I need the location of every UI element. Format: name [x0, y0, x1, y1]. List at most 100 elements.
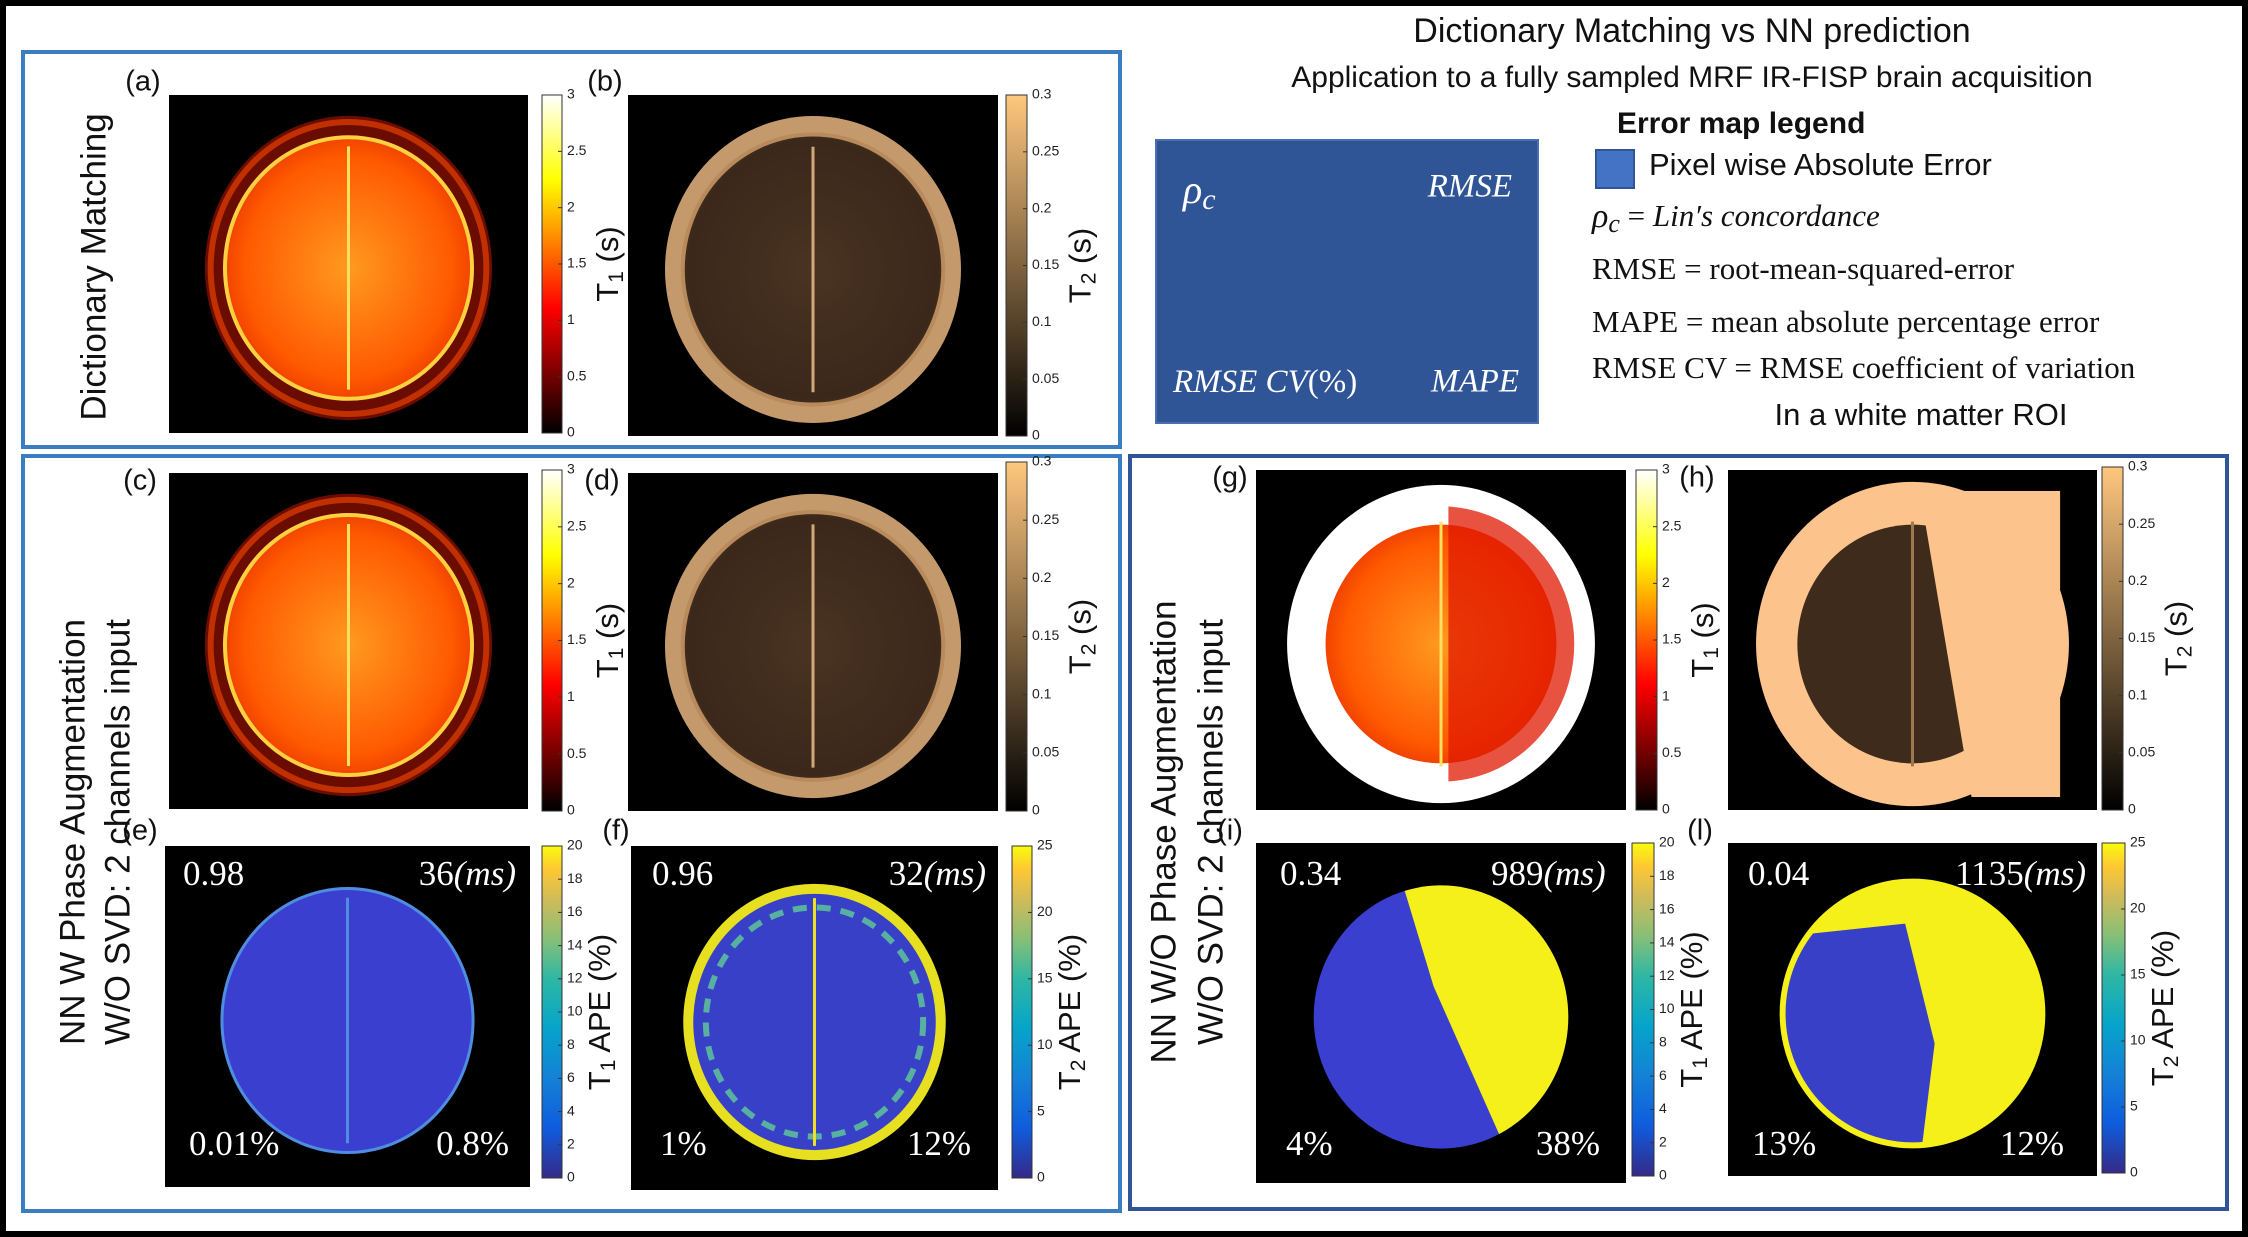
legend-rho: ρc	[1181, 167, 1216, 216]
legend-rmse-cv: RMSE CV(%)	[1172, 364, 1357, 400]
colorbar-tick-label: 1.5	[1662, 631, 1682, 647]
colorbar-tick-label: 5	[2130, 1098, 2138, 1114]
colorbar-tick-label: 0.05	[1032, 370, 1059, 386]
colorbar-tick-label: 0	[1659, 1167, 1667, 1183]
colorbar-tick-label: 20	[2130, 900, 2146, 916]
panel-letter: (l)	[1687, 815, 1713, 847]
legend-swatch-label: Pixel wise Absolute Error	[1649, 147, 1992, 182]
colorbar-tick-label: 3	[1662, 461, 1670, 477]
colorbar-tick-label: 2.5	[567, 518, 587, 534]
brain-lost	[1919, 491, 2061, 797]
colorbar-tick-label: 3	[567, 86, 575, 102]
colorbar-tick-label: 0	[1037, 1169, 1045, 1185]
panel-letter: (d)	[584, 465, 619, 497]
colorbar-tick-label: 1.5	[567, 255, 587, 271]
colorbar-label: T2 (s)	[1063, 599, 1100, 674]
skull-ring	[207, 118, 490, 418]
panel: (h) 0 0.05 0.1 0.15 0.2 0.25 0.3 T2 (s)	[1679, 458, 2196, 817]
colorbar-tick-label: 16	[567, 903, 583, 919]
colorbar-tick-label: 0.1	[1032, 313, 1052, 329]
colorbar-label: T1 APE (%)	[582, 934, 619, 1090]
colorbar-tick-label: 10	[1037, 1036, 1053, 1052]
metric-rmse-cv: 1%	[660, 1124, 707, 1163]
error-high	[1396, 885, 1569, 1149]
colorbar-tick-label: 0	[1032, 427, 1040, 443]
row-label: Dictionary Matching	[74, 113, 113, 420]
colorbar-label: T2 (s)	[1063, 228, 1100, 303]
metric-rmse-cv: 4%	[1286, 1124, 1333, 1163]
panel-letter: (i)	[1217, 815, 1243, 847]
panel-letter: (f)	[602, 815, 629, 847]
colorbar-label: T1 (s)	[590, 603, 627, 678]
colorbar-gradient	[2101, 842, 2126, 1174]
metric-rho: 0.34	[1280, 854, 1341, 893]
legend-box	[1155, 139, 1539, 424]
colorbar-tick-label: 1	[567, 688, 575, 704]
colorbar-tick-label: 0.3	[1032, 453, 1052, 469]
panel: (g) 0 0.5 1 1.5 2 2.5 3 T1 (s)	[1212, 461, 1722, 817]
panel-letter: (c)	[123, 465, 157, 497]
metric-rmse: 1135(ms)	[1955, 854, 2086, 893]
colorbar-tick-label: 5	[1037, 1102, 1045, 1118]
colorbar-tick-label: 2.5	[567, 142, 587, 158]
colorbar-label: T1 APE (%)	[1674, 931, 1711, 1087]
colorbar-tick-label: 0.25	[1032, 143, 1059, 159]
colorbar: 0 0.5 1 1.5 2 2.5 3 T1 (s)	[1635, 461, 1722, 817]
colorbar-tick-label: 15	[1037, 970, 1053, 986]
colorbar: 0 0.05 0.1 0.15 0.2 0.25 0.3 T2 (s)	[1005, 453, 1100, 818]
metric-rho: 0.96	[652, 854, 713, 893]
colorbar-tick-label: 0.5	[1662, 744, 1682, 760]
legend-mape: MAPE	[1430, 364, 1519, 400]
colorbar-tick-label: 20	[567, 837, 583, 853]
panel-letter: (b)	[587, 66, 622, 98]
colorbar-tick-label: 0.5	[567, 367, 587, 383]
panel: (l) 0.04 1135(ms) 13% 12% 0 5 10 15 20 25 T2 APE (%…	[1687, 815, 2183, 1180]
colorbar-tick-label: 0.15	[1032, 256, 1059, 272]
colorbar-tick-label: 6	[1659, 1067, 1667, 1083]
colorbar: 0 0.05 0.1 0.15 0.2 0.25 0.3 T2 (s)	[2101, 458, 2196, 817]
colorbar-tick-label: 2	[1659, 1133, 1667, 1149]
metric-rmse: 989(ms)	[1491, 854, 1606, 893]
metric-rmse: 36(ms)	[419, 854, 516, 893]
colorbar-tick-label: 25	[1037, 837, 1053, 853]
colorbar-tick-label: 16	[1659, 900, 1675, 916]
panel-letter: (h)	[1679, 462, 1714, 494]
colorbar-tick-label: 10	[567, 1003, 583, 1019]
colorbar: 0 5 10 15 20 25 T2 APE (%)	[2101, 834, 2183, 1180]
section-box	[21, 50, 1122, 449]
legend-swatch	[1595, 149, 1635, 189]
row-label: NN W Phase Augmentation	[53, 619, 92, 1045]
legend-note: In a white matter ROI	[1775, 397, 2068, 432]
colorbar: 0 2 4 6 8 10 12 14 16 18 20 T1 APE (%)	[1631, 834, 1712, 1183]
colorbar-tick-label: 12	[1659, 967, 1675, 983]
colorbar-tick-label: 3	[567, 461, 575, 477]
panel: (b) 0 0.05 0.1 0.15 0.2 0.25 0.3 T2 (s)	[587, 66, 1100, 443]
row-labels: Dictionary Matching NN W Phase Augmentati…	[53, 113, 1230, 1063]
section-box	[1128, 454, 2229, 1211]
colorbar-tick-label: 0.2	[1032, 199, 1052, 215]
panel-letter: (a)	[125, 66, 160, 98]
colorbar-tick-label: 0.25	[2128, 515, 2155, 531]
row-label: NN W/O Phase Augmentation	[1144, 601, 1183, 1064]
panel: (i) 0.34 989(ms) 4% 38% 0 2 4 6 8 10 12 14 16 18 20 T1 A…	[1217, 815, 1712, 1183]
section-box	[21, 454, 1122, 1213]
colorbar: 0 0.05 0.1 0.15 0.2 0.25 0.3 T2 (s)	[1005, 86, 1100, 443]
panel-letter: (e)	[122, 815, 157, 847]
metric-mape: 0.8%	[436, 1124, 509, 1163]
colorbar-tick-label: 20	[1037, 903, 1053, 919]
colorbar-tick-label: 10	[2130, 1032, 2146, 1048]
metric-mape: 12%	[907, 1124, 971, 1163]
metric-mape: 12%	[2000, 1124, 2064, 1163]
definition: MAPE = mean absolute percentage error	[1592, 304, 2100, 339]
colorbar: 0 5 10 15 20 25 T2 APE (%)	[1011, 837, 1090, 1185]
colorbar-tick-label: 0.1	[1032, 685, 1052, 701]
panel: (c) 0 0.5 1 1.5 2 2.5 3 T1 (s)	[123, 461, 627, 818]
colorbar-tick-label: 12	[567, 970, 583, 986]
colorbar: 0 0.5 1 1.5 2 2.5 3 T1 (s)	[541, 86, 627, 440]
colorbar-tick-label: 4	[567, 1102, 575, 1118]
colorbar-tick-label: 2.5	[1662, 517, 1682, 533]
colorbar-tick-label: 1	[567, 311, 575, 327]
